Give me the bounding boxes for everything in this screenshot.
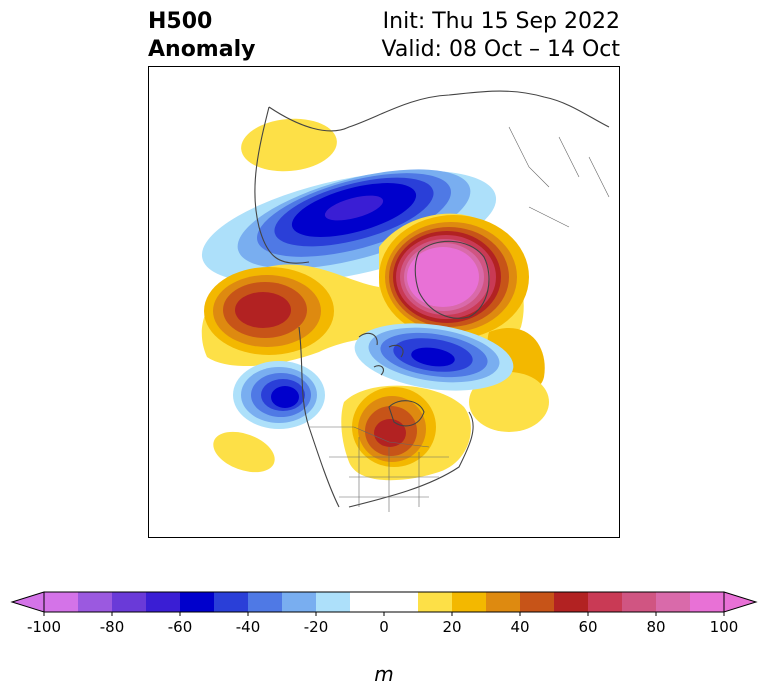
colorbar-segment	[316, 592, 350, 612]
date-info: Init: Thu 15 Sep 2022 Valid: 08 Oct – 14…	[382, 8, 620, 64]
colorbar-segment	[180, 592, 214, 612]
colorbar-extend-high	[723, 591, 758, 613]
colorbar-tick-label: 0	[379, 618, 389, 636]
coastlines	[254, 90, 610, 508]
title-line-2: Anomaly	[148, 37, 256, 62]
colorbar-segment	[214, 592, 248, 612]
colorbar-segment	[690, 592, 724, 612]
ridge-tail-east	[487, 328, 545, 389]
goa-trough	[233, 361, 325, 429]
hudson-bay-coast	[388, 400, 425, 427]
valid-date: Valid: 08 Oct – 14 Oct	[381, 37, 620, 62]
eurasia-coast	[254, 90, 610, 264]
colorbar-segment	[418, 592, 452, 612]
colorbar-tick-label: -60	[168, 618, 193, 636]
title-line-1: H500	[148, 9, 213, 34]
colorbar-segment	[248, 592, 282, 612]
alaska-ridge	[201, 264, 499, 367]
chart-title: H500 Anomaly	[148, 8, 255, 64]
ridge-tail-southeast	[469, 372, 549, 432]
colorbar-segment	[146, 592, 180, 612]
colorbar-segment	[452, 592, 486, 612]
colorbar-segment	[282, 592, 316, 612]
colorbar-tick-label: 80	[646, 618, 665, 636]
greenland-coast	[414, 240, 490, 319]
colorbar: -100 -80 -60 -40 -20 0 20 40 60 80 100	[10, 591, 758, 636]
great-lakes-ridge	[341, 385, 471, 481]
colorbar-tick-label: 60	[578, 618, 597, 636]
eurasian-borders	[508, 126, 610, 228]
us-state-lines	[329, 437, 449, 512]
colorbar-tick-label: 20	[442, 618, 461, 636]
colorbar-segment	[486, 592, 520, 612]
colorbar-tick-label: -80	[100, 618, 125, 636]
pacific-weak-ridge	[213, 431, 275, 473]
colorbar-segment	[554, 592, 588, 612]
colorbar-extend-low	[10, 591, 45, 613]
anomaly-map	[148, 66, 620, 538]
colorbar-tick-label: -40	[236, 618, 261, 636]
anomaly-shading	[201, 118, 549, 481]
arctic-islands	[358, 332, 404, 376]
init-date: Init: Thu 15 Sep 2022	[382, 9, 620, 34]
colorbar-unit-label: m	[374, 662, 394, 686]
colorbar-tick-label: 100	[710, 618, 739, 636]
canada-trough	[354, 323, 514, 391]
north-america-coast	[298, 326, 474, 508]
siberia-trough	[201, 169, 497, 284]
europe-weak-ridge	[241, 118, 337, 172]
political-borders	[309, 126, 610, 512]
colorbar-segment	[112, 592, 146, 612]
colorbar-segment	[350, 592, 418, 612]
colorbar-segment	[44, 592, 78, 612]
colorbar-segment	[78, 592, 112, 612]
us-canada-border	[309, 426, 430, 448]
colorbar-tick-label: -100	[27, 618, 61, 636]
colorbar-tick-label: -20	[304, 618, 329, 636]
colorbar-segment	[520, 592, 554, 612]
colorbar-segment	[588, 592, 622, 612]
colorbar-segment	[656, 592, 690, 612]
colorbar-segment	[622, 592, 656, 612]
colorbar-tick-label: 40	[510, 618, 529, 636]
